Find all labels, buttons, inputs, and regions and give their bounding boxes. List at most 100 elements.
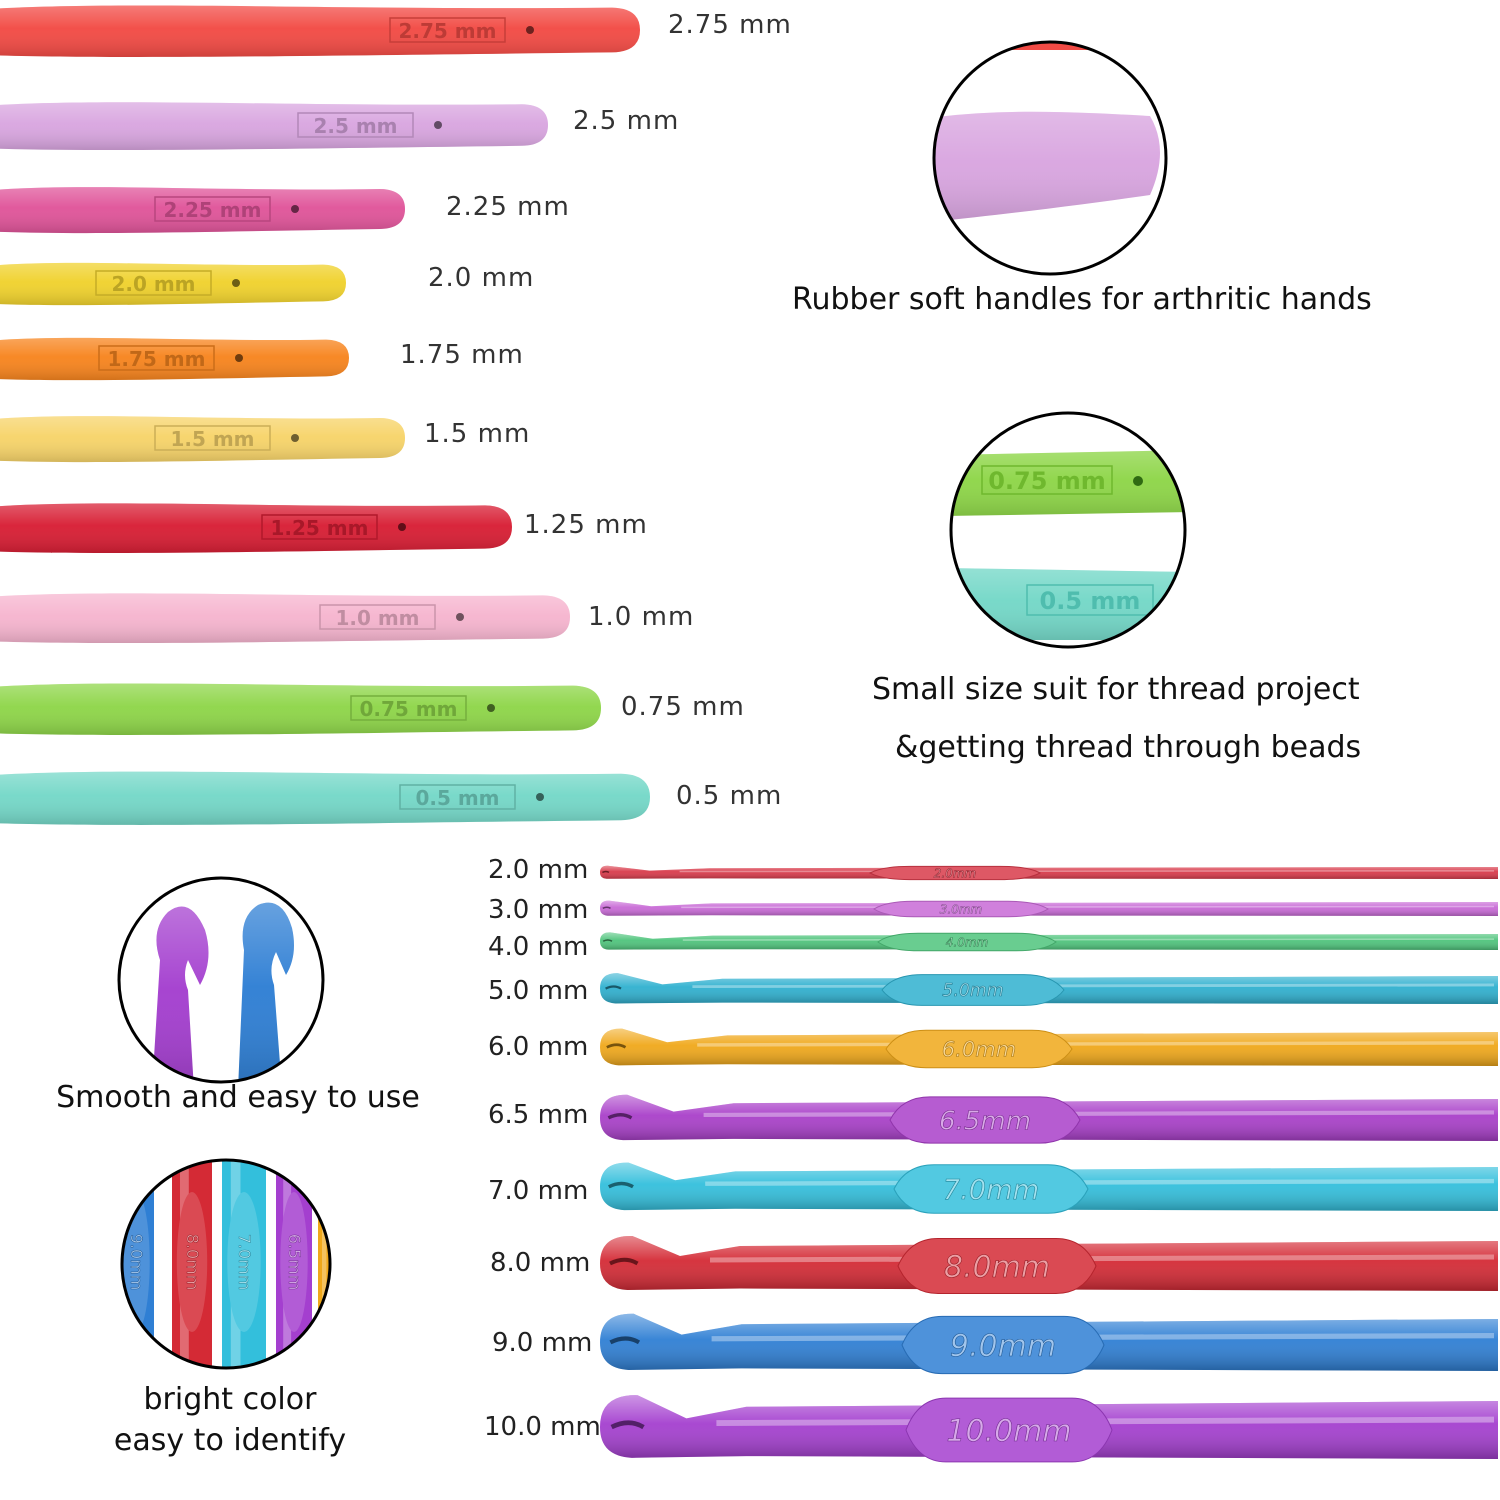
teal-embossed-text: 0.5 mm	[1040, 587, 1141, 615]
aluminum-hooks-group: 2.0mm 3.0mm 4.0mm 5.0mm 6.0mm 6.5mm 7.0mm 8.0mm…	[600, 865, 1498, 1463]
shaft-highlight	[682, 938, 1495, 941]
thumb-rest	[905, 1397, 1113, 1463]
aluminum-hook-size-label: 3.0 mm	[488, 895, 589, 925]
small-size-caption-line1: Small size suit for thread project	[872, 672, 1360, 707]
engraved-size-text: 9.0mm	[950, 1329, 1056, 1364]
rubber-handle-shine	[0, 187, 405, 234]
engraved-size-text: 6.5mm	[939, 1106, 1031, 1136]
embossed-size-text: 1.5 mm	[170, 427, 254, 451]
bright-color-caption-line2: easy to identify	[113, 1423, 347, 1458]
aluminum-hook-5: 6.5mm	[600, 1094, 1498, 1144]
thumb-rest	[881, 974, 1065, 1006]
embossed-size-text: 1.75 mm	[108, 347, 206, 371]
hook-throat	[602, 939, 613, 942]
embossed-size-text: 2.25 mm	[164, 198, 262, 222]
hook-throat	[610, 1420, 645, 1430]
hanging-hole	[456, 613, 464, 621]
aluminum-hook-1: 3.0mm	[600, 900, 1498, 918]
rubber-handle-shine	[0, 503, 512, 554]
thumb-rest	[877, 932, 1057, 952]
embossed-size-plate	[399, 784, 516, 810]
hook-throat	[605, 985, 622, 990]
smooth-caption: Smooth and easy to use	[56, 1080, 420, 1115]
thumb-rest	[901, 1315, 1105, 1375]
embossed-size-plate	[319, 604, 436, 630]
thumb-rest	[889, 1096, 1081, 1144]
embossed-size-plate	[389, 17, 506, 43]
aluminum-hook-size-label: 5.0 mm	[488, 976, 589, 1006]
engraved-size-text: 5.0mm	[942, 981, 1003, 1001]
aluminum-hook-size-label: 6.0 mm	[488, 1032, 589, 1062]
hanging-hole	[526, 26, 534, 34]
bright-engraved-text: 9.0mm	[127, 1234, 146, 1291]
hanging-hole	[291, 205, 299, 213]
rubber-hook-7: 1.0 mm	[0, 593, 570, 644]
bright-engraved-text: 6.5mm	[285, 1234, 304, 1291]
rubber-hook-8: 0.75 mm	[0, 683, 601, 735]
embossed-size-plate	[154, 425, 271, 451]
engraved-size-text: 3.0mm	[940, 902, 982, 916]
rubber-hook-size-label: 2.25 mm	[446, 192, 570, 222]
hanging-hole	[291, 434, 299, 442]
embossed-size-text: 1.0 mm	[335, 606, 419, 630]
aluminum-hook-9: 10.0mm	[600, 1395, 1498, 1463]
aluminum-hook-8: 9.0mm	[600, 1313, 1498, 1375]
hook-throat	[606, 1043, 627, 1049]
embossed-size-text: 0.5 mm	[415, 786, 499, 810]
aluminum-hook-shine	[600, 865, 1498, 879]
shaft-highlight	[697, 1041, 1495, 1047]
bright-color-caption-line1: bright color	[143, 1382, 317, 1417]
engraved-size-text: 4.0mm	[946, 935, 988, 949]
bright-thumb-rest	[227, 1192, 261, 1332]
hanging-hole	[487, 704, 495, 712]
aluminum-hook-size-label: 6.5 mm	[488, 1100, 589, 1130]
thumb-rest	[868, 865, 1042, 881]
embossed-size-text: 1.25 mm	[271, 516, 369, 540]
hook-throat	[608, 1181, 634, 1189]
shaft-highlight	[703, 1110, 1495, 1118]
small-size-zoom-inset: 0.75 mm 0.5 mm	[949, 411, 1187, 649]
shaft-highlight	[711, 1333, 1495, 1342]
rubber-handle-shine	[0, 771, 650, 825]
aluminum-hook-6: 7.0mm	[600, 1162, 1498, 1214]
thumb-rest	[893, 1164, 1089, 1214]
smooth-heads-zoom-inset	[117, 876, 325, 1084]
rubber-hook-size-label: 1.0 mm	[588, 602, 695, 632]
rubber-hooks-group: 2.75 mm 2.5 mm 2.25 mm 2.0 mm 1.75 mm 1.5 mm 1…	[0, 5, 650, 825]
rubber-hook-0: 2.75 mm	[0, 5, 640, 57]
aluminum-hook-size-label: 7.0 mm	[488, 1176, 589, 1206]
aluminum-hook-3: 5.0mm	[600, 973, 1498, 1006]
hook-throat	[609, 1336, 641, 1345]
shaft-highlight	[692, 983, 1495, 989]
embossed-size-plate	[98, 345, 215, 371]
rubber-handle-shine	[0, 593, 570, 644]
thumb-rest	[885, 1029, 1073, 1069]
rubber-hook-size-label: 2.75 mm	[668, 10, 792, 40]
hanging-hole	[536, 793, 544, 801]
rubber-handle-shine	[0, 5, 640, 57]
rubber-hook-size-label: 0.75 mm	[621, 692, 745, 722]
inset-ring	[949, 411, 1187, 649]
rubber-hook-3: 2.0 mm	[0, 262, 346, 306]
rubber-handles-caption: Rubber soft handles for arthritic hands	[792, 282, 1372, 317]
rubber-handle-shine	[0, 416, 405, 463]
green-hanging-hole	[1133, 476, 1143, 486]
embossed-size-plate	[350, 695, 467, 721]
shaft-highlight	[681, 905, 1495, 909]
bright-thumb-rest	[280, 1192, 308, 1332]
embossed-size-text: 2.0 mm	[111, 272, 195, 296]
aluminum-hook-size-label: 8.0 mm	[490, 1248, 591, 1278]
hanging-hole	[398, 523, 406, 531]
rubber-hook-size-label: 2.0 mm	[428, 263, 535, 293]
embossed-size-plate	[297, 112, 414, 138]
inset-ring	[932, 40, 1168, 276]
bright-color-zoom-inset: 9.0mm 8.0mm 7.0mm 6.5mm	[120, 1158, 332, 1370]
bright-engraved-text: 8.0mm	[183, 1234, 202, 1291]
teal-size-plate	[1026, 584, 1154, 616]
feature-insets-group: 0.75 mm 0.5 mm 9.0mm 8.0mm 7.0mm 6.5mm	[117, 40, 1187, 1370]
hanging-hole	[232, 279, 240, 287]
embossed-size-text: 2.5 mm	[313, 114, 397, 138]
aluminum-hook-7: 8.0mm	[600, 1235, 1498, 1294]
rubber-handle-shine	[0, 337, 349, 381]
embossed-size-plate	[261, 514, 378, 540]
